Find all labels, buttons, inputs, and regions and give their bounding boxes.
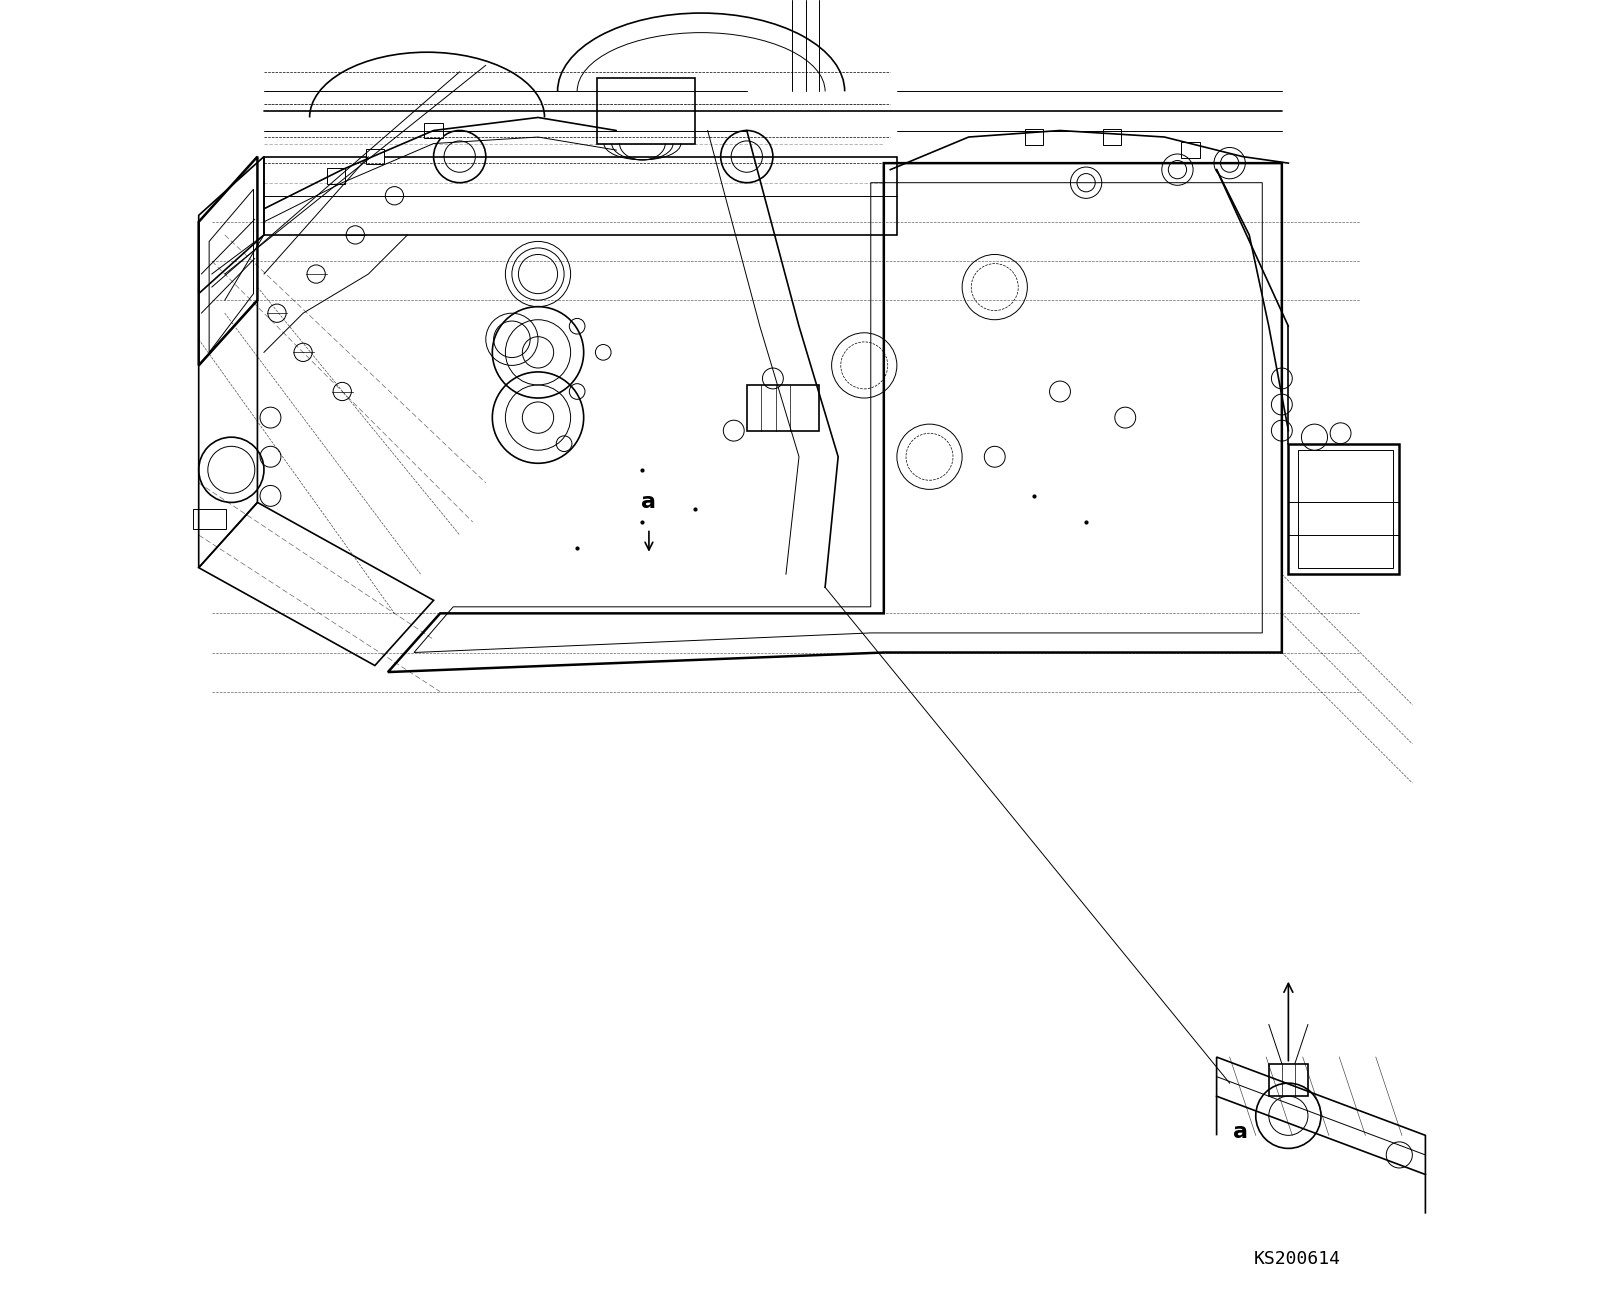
Bar <box>1181 142 1200 158</box>
Text: a: a <box>1232 1122 1248 1142</box>
Bar <box>746 385 818 431</box>
Bar <box>326 168 345 184</box>
Bar <box>1103 129 1122 145</box>
Bar <box>425 123 443 138</box>
Text: a: a <box>641 492 657 513</box>
Bar <box>193 509 225 529</box>
Bar <box>1024 129 1043 145</box>
Bar <box>366 149 384 164</box>
Text: KS200614: KS200614 <box>1253 1250 1341 1268</box>
